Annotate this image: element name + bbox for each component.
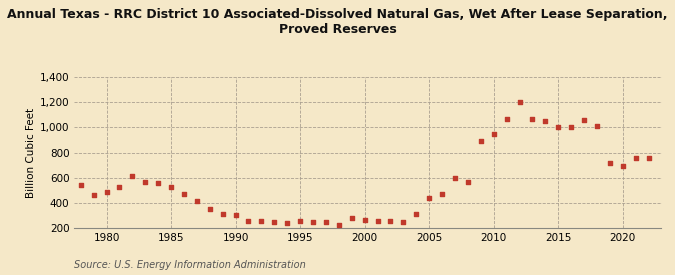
Point	[411, 211, 422, 216]
Point	[76, 183, 86, 187]
Point	[566, 125, 576, 130]
Point	[488, 132, 499, 137]
Point	[514, 99, 525, 104]
Point	[398, 220, 409, 224]
Point	[269, 220, 279, 224]
Point	[424, 196, 435, 200]
Point	[153, 181, 163, 185]
Point	[643, 155, 654, 160]
Point	[101, 189, 112, 194]
Point	[346, 216, 357, 220]
Point	[605, 161, 616, 166]
Point	[630, 155, 641, 160]
Point	[553, 125, 564, 130]
Point	[217, 212, 228, 217]
Point	[127, 174, 138, 178]
Point	[527, 117, 538, 122]
Point	[140, 179, 151, 184]
Point	[243, 218, 254, 223]
Point	[205, 207, 215, 211]
Point	[618, 164, 628, 169]
Point	[62, 191, 73, 195]
Point	[165, 185, 176, 189]
Point	[192, 199, 202, 203]
Point	[359, 218, 370, 222]
Y-axis label: Billion Cubic Feet: Billion Cubic Feet	[26, 108, 36, 198]
Point	[450, 176, 460, 181]
Point	[230, 213, 241, 217]
Point	[591, 123, 602, 128]
Text: Source: U.S. Energy Information Administration: Source: U.S. Energy Information Administ…	[74, 260, 306, 270]
Point	[578, 118, 589, 122]
Point	[308, 220, 319, 224]
Point	[321, 220, 331, 224]
Point	[333, 223, 344, 227]
Point	[462, 180, 473, 185]
Point	[502, 117, 512, 122]
Point	[295, 218, 306, 223]
Point	[372, 219, 383, 224]
Text: Annual Texas - RRC District 10 Associated-Dissolved Natural Gas, Wet After Lease: Annual Texas - RRC District 10 Associate…	[7, 8, 668, 36]
Point	[385, 219, 396, 224]
Point	[540, 119, 551, 123]
Point	[114, 185, 125, 189]
Point	[281, 221, 292, 226]
Point	[475, 138, 486, 143]
Point	[256, 218, 267, 223]
Point	[88, 193, 99, 198]
Point	[437, 191, 448, 196]
Point	[179, 192, 190, 196]
